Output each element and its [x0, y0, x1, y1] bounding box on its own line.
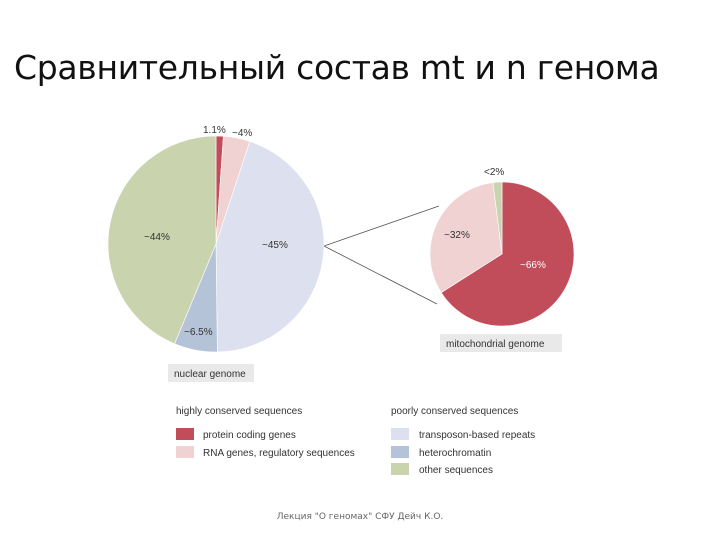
legend: highly conserved sequences protein codin… [176, 406, 535, 476]
caption-background [440, 334, 562, 352]
pie-slice-label: ~4% [232, 128, 252, 139]
slide-footer: Лекция "О геномах" СФУ Дейч К.О. [276, 512, 444, 522]
legend-label: heterochromatin [419, 448, 491, 459]
nuclear-genome-caption: nuclear genome [168, 364, 254, 382]
pie-slice-protein [440, 181, 575, 327]
legend-swatch-rna [176, 446, 194, 458]
legend-group-title: highly conserved sequences [176, 406, 302, 417]
pie-slice-label: ~45% [262, 240, 288, 251]
pie-slice-label: 1.1% [203, 125, 226, 136]
legend-swatch-transposon [391, 428, 409, 440]
pie-slice-rna [429, 182, 503, 293]
pie-slice-label: <2% [484, 167, 504, 178]
legend-label: protein coding genes [203, 430, 296, 441]
slide-title: Сравнительный состав mt и n генома [14, 48, 660, 87]
caption-text: mitochondrial genome [446, 339, 545, 350]
connector-line [323, 245, 438, 305]
nuclear-genome-pie: 1.1% ~4% ~45% ~6.5% ~44% [107, 125, 325, 353]
pie-slice-label: ~66% [520, 260, 546, 271]
legend-group-title: poorly conserved sequences [391, 406, 518, 417]
caption-text: nuclear genome [174, 369, 246, 380]
pie-slice-label: ~6.5% [184, 327, 213, 338]
mitochondrial-genome-caption: mitochondrial genome [440, 334, 562, 352]
pie-slice-other [492, 181, 503, 255]
zoom-connector-lines [323, 205, 440, 305]
mitochondrial-genome-pie: ~66% ~32% <2% [429, 167, 575, 327]
pie-slice-transposon [215, 141, 325, 353]
pie-slice-other [107, 135, 217, 345]
legend-swatch-other [391, 463, 409, 475]
caption-background [168, 364, 254, 382]
pie-slice-label: ~32% [444, 230, 470, 241]
pie-slice-label: ~44% [144, 232, 170, 243]
legend-label: other sequences [419, 465, 493, 476]
legend-label: transposon-based repeats [419, 430, 535, 441]
legend-swatch-protein [176, 428, 194, 440]
legend-label: RNA genes, regulatory sequences [203, 448, 355, 459]
connector-line [323, 205, 440, 247]
legend-swatch-heterochromatin [391, 446, 409, 458]
